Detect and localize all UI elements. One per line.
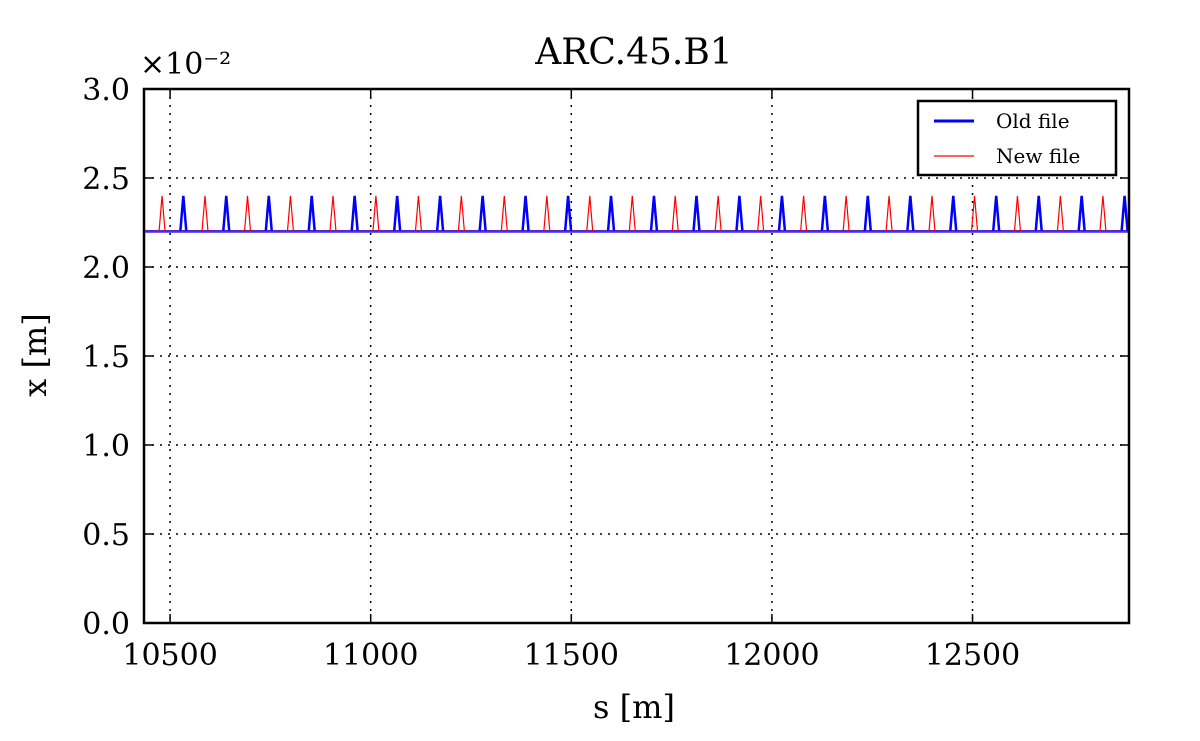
series-spike-new-file: [757, 195, 765, 232]
series-spike-new-file: [1099, 195, 1107, 232]
series-spike-new-file: [885, 195, 893, 232]
series-spike-old-file: [264, 195, 274, 232]
series-spike-new-file: [842, 195, 850, 232]
y-tick-label: 0.0: [82, 607, 130, 642]
series-spike-new-file: [372, 195, 380, 232]
x-axis-label: s [m]: [593, 688, 675, 726]
y-tick-label: 2.0: [82, 251, 130, 286]
plot-frame: [142, 87, 1131, 625]
y-tick-label: 1.0: [82, 429, 130, 464]
series-spike-new-file: [329, 195, 337, 232]
series-spike-new-file: [671, 195, 679, 232]
series-spike-old-file: [692, 195, 701, 232]
series-spike-new-file: [500, 195, 508, 232]
series-spike-old-file: [435, 195, 445, 232]
series-spike-old-file: [949, 195, 958, 232]
series-spike-old-file: [906, 195, 915, 232]
series-spike-old-file: [307, 195, 316, 232]
grid-lines: [144, 89, 1129, 623]
series-spike-old-file: [649, 195, 659, 232]
series-spike-new-file: [201, 195, 209, 232]
series-spike-new-file: [970, 195, 979, 232]
series-spike-old-file: [820, 195, 830, 232]
series-spike-old-file: [478, 195, 487, 232]
series-spike-old-file: [222, 195, 231, 232]
x-tick-label: 12500: [925, 638, 1020, 673]
series-spike-new-file: [628, 195, 636, 232]
legend: Old file New file: [916, 99, 1118, 177]
y-offset-text: ×10⁻²: [140, 47, 231, 82]
chart-title: ARC.45.B1: [534, 32, 732, 73]
series-spike-old-file: [1034, 195, 1043, 232]
x-tick-label: 11000: [323, 638, 418, 673]
series-spike-new-file: [1056, 195, 1064, 232]
x-axis-ticks: 10500 11000 11500 12000 12500: [122, 89, 1020, 673]
y-tick-label: 2.5: [82, 162, 130, 197]
series-spike-old-file: [1120, 195, 1129, 232]
legend-label-new-file: New file: [996, 144, 1080, 168]
series-spike-old-file: [521, 195, 530, 232]
series-new-file: [144, 195, 1129, 232]
series-spike-new-file: [286, 195, 295, 232]
series-spike-old-file: [179, 195, 188, 232]
series-spike-new-file: [543, 195, 551, 232]
y-axis-label: x [m]: [16, 313, 54, 397]
series-spike-old-file: [991, 195, 1001, 232]
series-spike-new-file: [158, 195, 166, 232]
series-spike-new-file: [714, 195, 722, 232]
series-spike-old-file: [1077, 195, 1086, 232]
y-tick-label: 3.0: [82, 73, 130, 108]
series-spike-old-file: [606, 195, 616, 232]
series-spike-old-file: [563, 195, 573, 232]
series-spike-new-file: [928, 195, 936, 232]
series-spike-old-file: [392, 195, 402, 232]
series-spike-old-file: [350, 195, 359, 232]
legend-box: [916, 99, 1118, 177]
y-axis-ticks: 0.0 0.5 1.0 1.5 2.0 2.5 3.0: [82, 73, 1129, 642]
series-spike-old-file: [863, 195, 873, 232]
series-spike-new-file: [414, 195, 423, 232]
series-spike-new-file: [800, 195, 808, 232]
legend-label-old-file: Old file: [996, 109, 1070, 133]
x-tick-label: 10500: [122, 638, 217, 673]
x-tick-label: 11500: [524, 638, 619, 673]
series-spike-new-file: [1013, 195, 1022, 232]
series-spike-new-file: [586, 195, 594, 232]
series-spike-new-file: [243, 195, 252, 232]
series-spike-old-file: [735, 195, 744, 232]
y-tick-label: 0.5: [82, 518, 130, 553]
series-spike-new-file: [457, 195, 465, 232]
x-tick-label: 12000: [724, 638, 819, 673]
series-spike-old-file: [777, 195, 787, 232]
y-tick-label: 1.5: [82, 340, 130, 375]
